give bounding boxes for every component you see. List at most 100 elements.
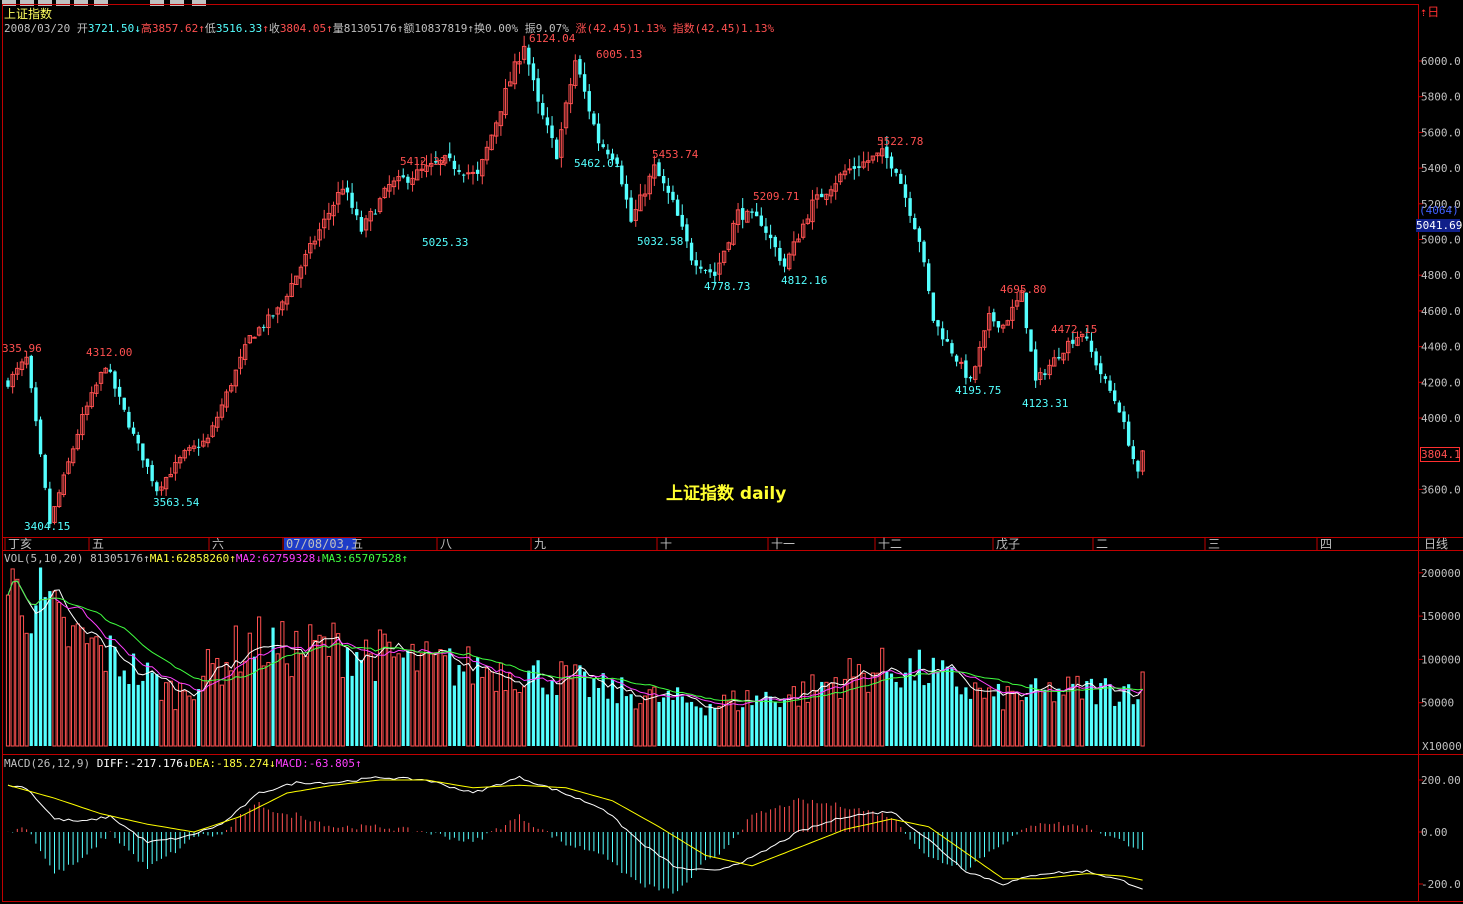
volume-bar-down <box>899 687 903 746</box>
candle-body-up <box>489 134 494 151</box>
candle-body-up <box>442 155 448 164</box>
volume-bar-down <box>908 658 912 746</box>
volume-label: 量 <box>332 22 344 35</box>
volume-bar-up <box>75 623 80 747</box>
candle-body-up <box>810 199 815 223</box>
volume-bar-up <box>1066 676 1071 747</box>
volume-bar-up <box>280 621 285 747</box>
volume-bar-down <box>536 660 540 746</box>
candle-body-down <box>759 215 763 226</box>
candle-body-up <box>377 198 383 213</box>
candle-body-down <box>1122 411 1126 423</box>
candle-body-up <box>224 391 229 408</box>
candle-body-up <box>98 371 104 384</box>
current-price-tag: 3804.1 <box>1420 447 1461 462</box>
candle-body-up <box>391 180 397 188</box>
candle-body-up <box>498 111 504 127</box>
candle-body-down <box>262 326 266 328</box>
volume-bar-down <box>1071 683 1075 746</box>
candle-body-down <box>927 263 931 292</box>
candle-body-up <box>163 477 169 490</box>
y-tick-label: 3600.0 <box>1421 483 1461 496</box>
candle-body-down <box>741 208 745 220</box>
extreme-label: 3404.15 <box>24 520 70 533</box>
candle-body-down <box>661 176 666 184</box>
date-cursor-badge <box>284 538 356 550</box>
volume-bar-up <box>559 661 564 747</box>
ma3-up-icon: ↑ <box>401 552 409 565</box>
volume-bar-down <box>34 605 38 746</box>
candle-body-up <box>1079 333 1085 338</box>
candle-body-down <box>903 184 908 198</box>
volume-bar-up <box>340 676 345 747</box>
candle-body-up <box>842 170 848 176</box>
macd-title: MACD(26,12,9) <box>4 757 91 770</box>
candle-body-up <box>284 295 290 305</box>
vol-tick-label: 50000 <box>1421 697 1454 710</box>
toolbar-strip[interactable] <box>0 0 220 7</box>
low-label: 低 <box>204 22 216 35</box>
candle-body-up <box>833 183 838 192</box>
volume-bar-up <box>266 661 271 747</box>
candle-body-down <box>582 74 587 92</box>
candle-body-up <box>215 416 220 428</box>
volume-bar-up <box>336 633 341 747</box>
extreme-label: 5522.78 <box>877 135 923 148</box>
volume-bar-down <box>136 684 140 746</box>
extreme-label: 4695.80 <box>1000 283 1046 296</box>
candle-body-up <box>187 447 192 451</box>
y-tick-label: 5600.0 <box>1421 126 1461 139</box>
volume-bar-down <box>48 591 52 746</box>
volume-bar-up <box>187 695 192 747</box>
y-tick-label: 5400.0 <box>1421 162 1461 175</box>
volume-bar-down <box>629 694 633 746</box>
candle-body-down <box>406 176 410 183</box>
candle-body-up <box>647 175 652 195</box>
candle-body-up <box>247 335 253 344</box>
candle-body-up <box>428 162 434 167</box>
candle-body-up <box>294 275 299 286</box>
volume-bar-down <box>155 674 159 746</box>
candle-body-up <box>266 314 271 329</box>
period-switch[interactable]: ⇡日 <box>1420 6 1439 19</box>
candle-body-up <box>1061 352 1066 361</box>
candle-body-down <box>680 214 684 227</box>
volume-bar-down <box>889 673 894 746</box>
candle-body-down <box>1131 446 1135 460</box>
candle-body-down <box>475 169 480 174</box>
candle-body-up <box>298 266 304 279</box>
candle-body-up <box>84 405 90 415</box>
open-value: 3721.50 <box>87 22 135 35</box>
volume-bar-down <box>610 679 615 746</box>
turnover-label: 换 <box>474 22 486 35</box>
candle-body-up <box>89 392 94 408</box>
candle-body-down <box>196 446 201 448</box>
candle-body-down <box>34 387 38 422</box>
candle-body-up <box>410 177 415 185</box>
y-tick-label: 5000.0 <box>1421 234 1461 247</box>
volume-bar-down <box>1057 688 1061 746</box>
candle-body-down <box>1024 292 1029 329</box>
candle-body-down <box>1113 390 1117 402</box>
candle-body-up <box>633 209 638 221</box>
ma1-up-icon: ↑ <box>229 552 236 565</box>
candle-body-up <box>52 506 57 523</box>
y-tick-label: 4000.0 <box>1421 412 1461 425</box>
candle-body-up <box>875 152 880 157</box>
volume-bar-down <box>122 670 126 746</box>
volume-bar-up <box>103 670 108 747</box>
candle-body-down <box>852 166 856 169</box>
volume-bar-up <box>489 671 494 747</box>
candle-body-down <box>713 271 717 276</box>
candlestick-series <box>6 35 1145 528</box>
candle-body-up <box>480 159 485 177</box>
volume-bar-up <box>363 639 369 747</box>
vol-ma20-line <box>7 580 1143 703</box>
extreme-label: 4123.31 <box>1022 397 1068 410</box>
up-arrow-icon: ⇡ <box>1420 5 1428 19</box>
volume-bar-up <box>233 625 238 747</box>
x-axis-ticks: 丁亥 五 六 07/08/03,五 八 九 十 十一 十二 戊子 二 三 四 日线 <box>4 537 1448 551</box>
volume-bar-up <box>866 691 871 747</box>
candle-body-down <box>29 355 33 389</box>
